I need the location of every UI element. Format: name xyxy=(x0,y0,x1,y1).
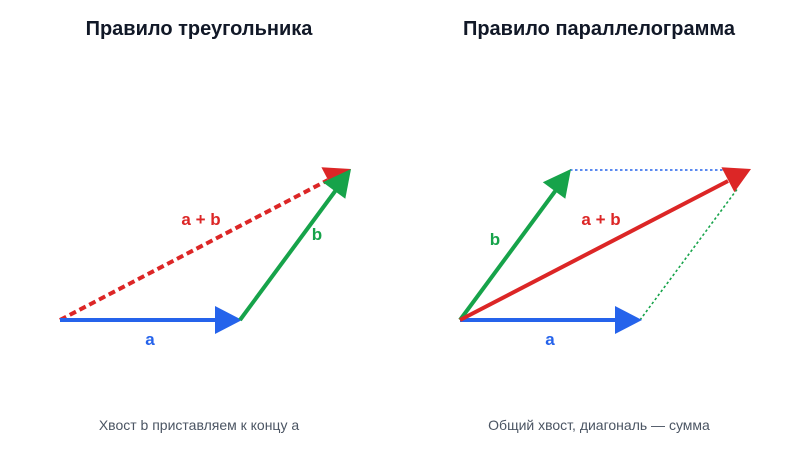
triangle-label-b: b xyxy=(312,225,322,244)
triangle-rule-caption: Хвост b приставляем к концу a xyxy=(99,417,300,433)
triangle-label-sum: a + b xyxy=(181,210,220,229)
parallelogram-sum-vector xyxy=(459,167,751,322)
parallelogram-vector-b xyxy=(458,169,571,322)
parallelogram-sum-arrowhead xyxy=(721,167,751,193)
parallelogram-rule-panel: Правило параллелограмма a b a + b Общий … xyxy=(458,18,751,433)
triangle-b-arrowhead xyxy=(322,169,351,199)
triangle-a-arrowhead xyxy=(215,306,242,334)
triangle-vector-b xyxy=(238,169,351,322)
parallelogram-vector-a xyxy=(460,306,642,334)
parallelogram-right-dotted-edge xyxy=(639,187,739,321)
parallelogram-sum-shaft xyxy=(459,179,729,322)
triangle-sum-vector xyxy=(59,167,351,322)
parallelogram-rule-caption: Общий хвост, диагональ — сумма xyxy=(488,417,710,433)
triangle-rule-panel: Правило треугольника a b a + b Хвост b п… xyxy=(59,18,351,433)
triangle-sum-shaft xyxy=(59,178,329,322)
triangle-b-shaft xyxy=(238,188,338,322)
parallelogram-label-b: b xyxy=(490,230,500,249)
parallelogram-label-sum: a + b xyxy=(581,210,620,229)
triangle-vector-a xyxy=(60,306,242,334)
parallelogram-rule-title: Правило параллелограмма xyxy=(463,18,736,40)
parallelogram-label-a: a xyxy=(545,330,555,349)
triangle-rule-title: Правило треугольника xyxy=(86,18,314,40)
triangle-label-a: a xyxy=(145,330,155,349)
parallelogram-b-arrowhead xyxy=(542,169,571,199)
parallelogram-a-arrowhead xyxy=(615,306,642,334)
parallelogram-b-shaft xyxy=(458,188,558,322)
